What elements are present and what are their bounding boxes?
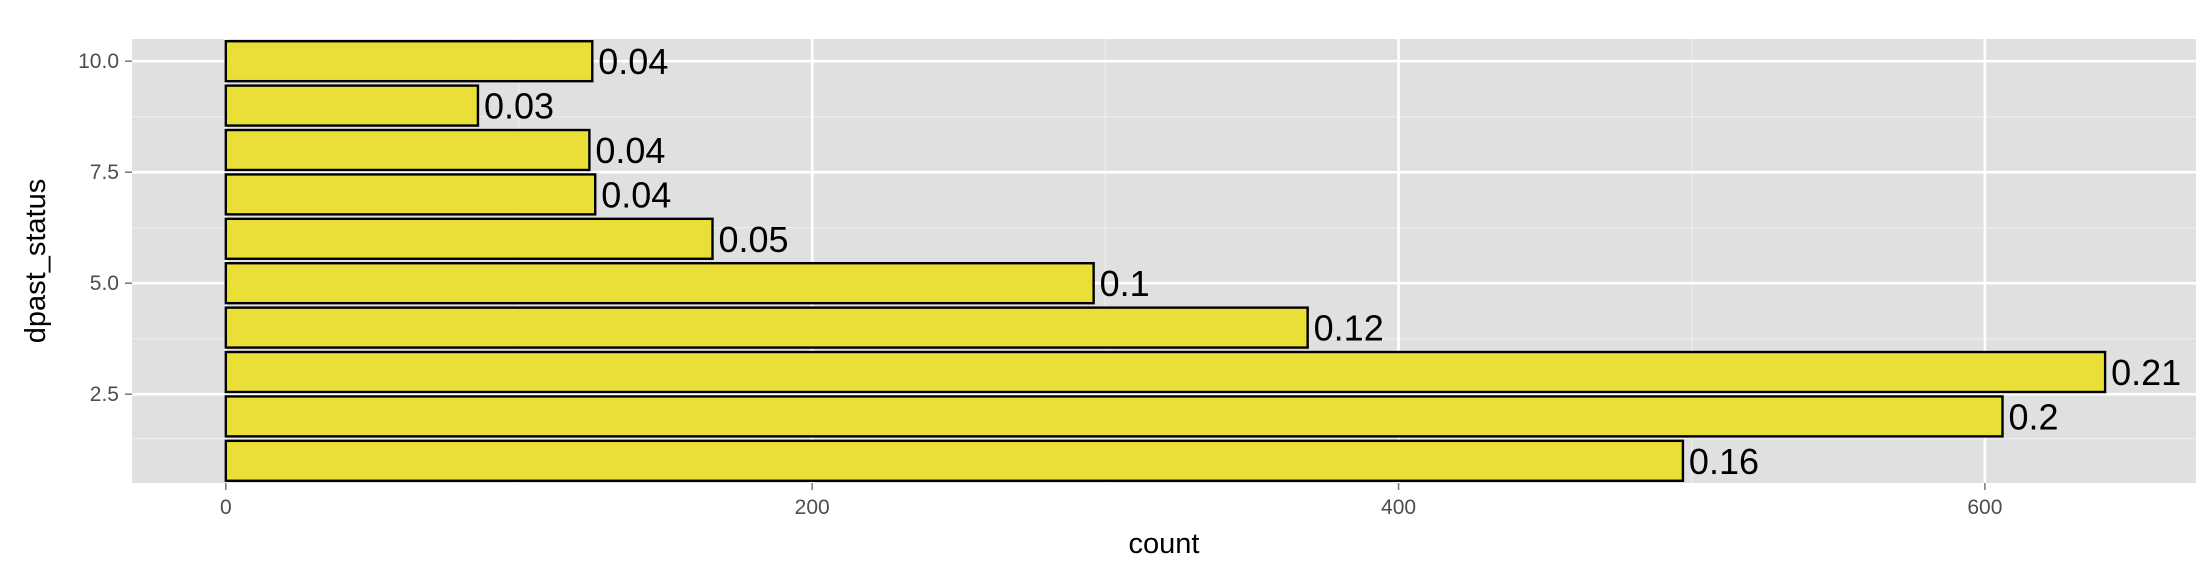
data-label: 0.03 — [484, 86, 554, 127]
data-label: 0.04 — [598, 41, 668, 82]
data-label: 0.12 — [1314, 308, 1384, 349]
bar — [224, 439, 1685, 482]
x-axis-ticks: 0 200 400 600 — [220, 483, 2002, 519]
bar — [224, 350, 2107, 394]
data-labels: 0.160.20.210.120.10.050.040.040.030.04 — [484, 41, 2181, 482]
x-tick-label: 0 — [220, 496, 232, 519]
data-label: 0.05 — [719, 219, 789, 260]
x-tick-label: 400 — [1381, 496, 1416, 519]
bar — [224, 84, 480, 127]
y-tick-label: 10.0 — [78, 50, 119, 73]
data-label: 0.04 — [601, 174, 671, 215]
data-label: 0.16 — [1689, 441, 1759, 482]
y-tick-label: 5.0 — [90, 272, 119, 295]
bar — [224, 128, 591, 172]
bar — [224, 40, 594, 83]
x-axis-title: count — [1129, 528, 1200, 560]
y-axis-title: dpast_status — [20, 179, 52, 343]
y-axis-ticks: 2.5 5.0 7.5 10.0 — [78, 50, 132, 406]
bars — [224, 40, 2107, 482]
x-tick-label: 200 — [795, 496, 830, 519]
bar — [224, 173, 597, 216]
y-tick-label: 2.5 — [90, 383, 119, 406]
data-label: 0.2 — [2009, 396, 2059, 437]
bar — [224, 262, 1095, 305]
data-label: 0.04 — [595, 130, 665, 171]
data-label: 0.21 — [2111, 352, 2181, 393]
bar — [224, 395, 2004, 438]
x-tick-label: 600 — [1967, 496, 2002, 519]
y-tick-label: 7.5 — [90, 161, 119, 184]
bar — [224, 217, 714, 260]
bar — [224, 306, 1309, 349]
data-label: 0.1 — [1100, 263, 1150, 304]
